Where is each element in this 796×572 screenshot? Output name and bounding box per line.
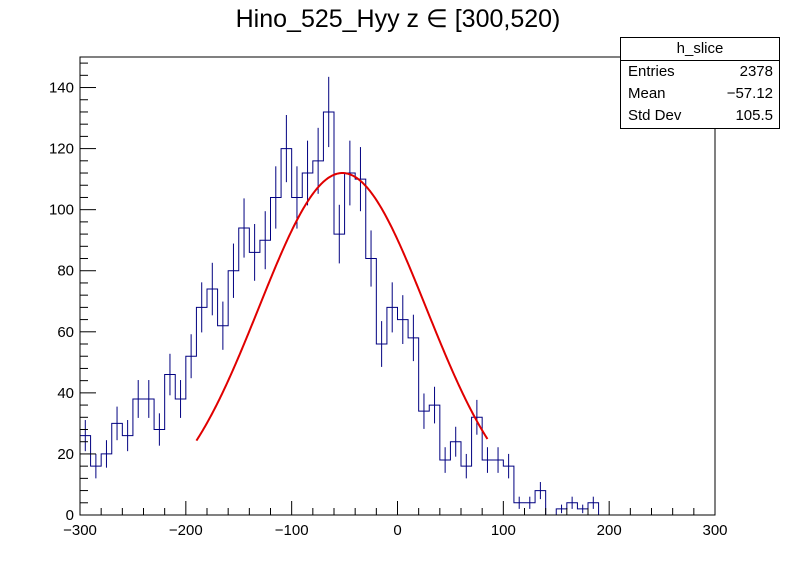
y-tick-label: 40 xyxy=(57,385,74,402)
stats-value: −57.12 xyxy=(726,85,773,102)
stats-row-stddev: Std Dev 105.5 xyxy=(621,105,779,127)
y-tick-label: 20 xyxy=(57,446,74,463)
stats-row-entries: Entries 2378 xyxy=(621,61,779,83)
x-tick-label: 0 xyxy=(393,522,401,539)
x-tick-label: 200 xyxy=(597,522,622,539)
fit-layer xyxy=(195,172,489,442)
histogram-layer xyxy=(79,76,610,516)
x-tick-label: −300 xyxy=(63,522,97,539)
x-tick-label: 100 xyxy=(491,522,516,539)
y-tick-label: 0 xyxy=(66,507,74,524)
x-tick-label: −100 xyxy=(275,522,309,539)
y-tick-label: 140 xyxy=(49,80,74,97)
stats-title: h_slice xyxy=(621,38,779,61)
stats-row-mean: Mean −57.12 xyxy=(621,83,779,105)
stats-value: 2378 xyxy=(739,63,773,80)
stats-box: h_slice Entries 2378 Mean −57.12 Std Dev… xyxy=(620,37,780,129)
y-tick-label: 60 xyxy=(57,324,74,341)
chart-title: Hino_525_Hyy z ∈ [300,520) xyxy=(235,5,561,33)
y-tick-label: 120 xyxy=(49,141,74,158)
x-tick-label: −200 xyxy=(169,522,203,539)
fit-curve xyxy=(195,172,489,442)
stats-label: Entries xyxy=(628,63,675,80)
y-tick-label: 100 xyxy=(49,202,74,219)
axes: −300 −200 −100 0 100 200 300 0 20 40 60 80 100 120 140 xyxy=(49,56,728,539)
x-tick-label: 300 xyxy=(702,522,727,539)
stats-label: Mean xyxy=(628,85,666,102)
stats-label: Std Dev xyxy=(628,107,682,124)
stats-value: 105.5 xyxy=(735,107,773,124)
y-tick-label: 80 xyxy=(57,263,74,280)
